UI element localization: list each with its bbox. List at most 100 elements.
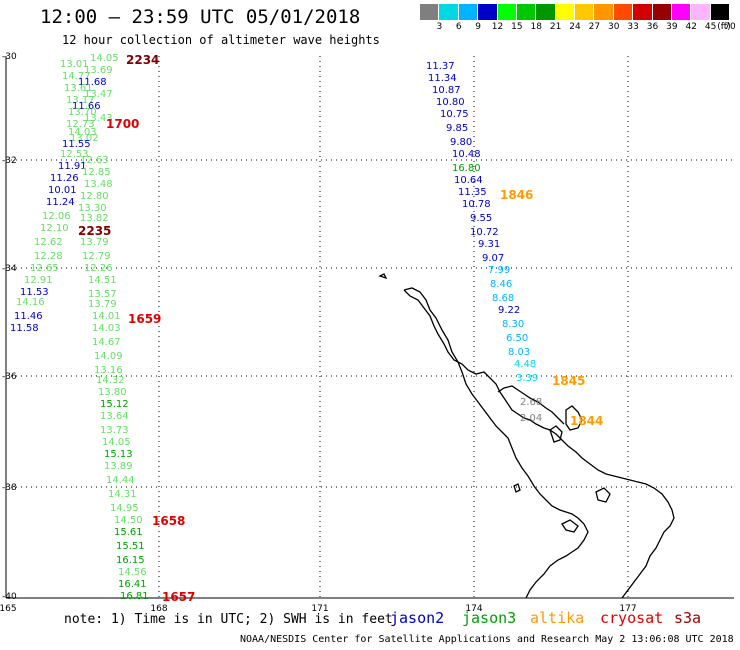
wave-height-value: 11.58 xyxy=(10,323,39,334)
wave-height-value: 14.31 xyxy=(108,489,137,500)
lon-tick-label: 165 xyxy=(0,604,17,614)
legend-swatch xyxy=(439,4,459,20)
pass-time-label: 1845 xyxy=(552,374,586,388)
wave-height-value: 13.79 xyxy=(88,299,117,310)
legend-swatch xyxy=(497,4,517,20)
satellite-label-jason3: jason3 xyxy=(462,609,517,627)
wave-height-value: 9.85 xyxy=(446,123,469,134)
legend-label: 3 xyxy=(436,22,443,32)
legend-swatch xyxy=(478,4,498,20)
wave-height-value: 11.68 xyxy=(78,77,107,88)
wave-height-value: 13.89 xyxy=(104,461,133,472)
wave-height-value: 12.65 xyxy=(30,263,59,274)
wave-height-value: 14.05 xyxy=(90,53,119,64)
wave-height-value: 13.70 xyxy=(68,107,97,118)
legend-label: 39 xyxy=(666,22,678,32)
legend-label: 9 xyxy=(475,22,481,32)
wave-height-value: 10.75 xyxy=(440,109,469,120)
pass-time-label: 1844 xyxy=(570,414,604,428)
footer-note: note: 1) Time is in UTC; 2) SWH is in fe… xyxy=(64,612,393,627)
wave-height-value: 12.73 xyxy=(66,119,95,130)
lon-tick-label: 177 xyxy=(619,604,637,614)
wave-height-value: 11.66 xyxy=(72,101,101,112)
wave-height-value: 16.15 xyxy=(116,555,145,566)
wave-height-value: 16.81 xyxy=(120,591,149,602)
map-subtitle: 12 hour collection of altimeter wave hei… xyxy=(62,33,380,47)
pass-time-label: 2235 xyxy=(78,224,112,238)
legend-swatch xyxy=(613,4,634,20)
wave-height-value: 13.61 xyxy=(64,83,93,94)
wave-height-value: 11.91 xyxy=(58,161,87,172)
wave-height-value: 11.26 xyxy=(50,173,79,184)
wave-height-value: 11.35 xyxy=(458,187,487,198)
lat-tick-label: -30 xyxy=(2,52,17,62)
wave-height-value: 14.03 xyxy=(92,323,121,334)
wave-height-value: 8.03 xyxy=(508,347,531,358)
legend-label: 15 xyxy=(511,22,523,32)
lat-tick-label: -34 xyxy=(2,264,17,274)
wave-height-value: 4.48 xyxy=(514,359,537,370)
wave-height-value: 6.50 xyxy=(506,333,529,344)
legend-label: 36 xyxy=(646,22,659,32)
pass-time-label: 1846 xyxy=(500,188,534,202)
wave-height-value: 14.32 xyxy=(96,375,125,386)
lat-tick-label: -40 xyxy=(2,592,17,602)
legend-label: 45 xyxy=(704,22,717,32)
satellite-label-jason2: jason2 xyxy=(390,609,445,627)
legend-swatch xyxy=(652,4,672,20)
footer-credit: NOAA/NESDIS Center for Satellite Applica… xyxy=(240,634,734,645)
wave-height-value: 13.69 xyxy=(84,65,113,76)
wave-height-value: 11.37 xyxy=(426,61,455,72)
wave-height-value: 12.28 xyxy=(34,251,63,262)
plot-frame xyxy=(5,56,734,599)
wave-height-value: 3.39 xyxy=(516,373,539,384)
legend-swatch xyxy=(633,4,653,20)
wave-height-value: 8.30 xyxy=(502,319,525,330)
wave-height-value: 13.16 xyxy=(94,365,123,376)
wave-height-value: 12.53 xyxy=(60,149,89,160)
legend-unit: (ft) xyxy=(717,22,731,32)
wave-height-value: 10.64 xyxy=(454,175,483,186)
wave-height-value: 11.55 xyxy=(62,139,91,150)
wave-height-value: 12.85 xyxy=(82,167,111,178)
wave-height-value: 13.79 xyxy=(80,237,109,248)
wave-height-value: 14.95 xyxy=(110,503,139,514)
legend-swatch xyxy=(710,4,730,20)
pass-time-label: 2234 xyxy=(126,53,160,67)
graticule xyxy=(6,56,734,598)
wave-height-value: 12.91 xyxy=(24,275,53,286)
wave-height-value: 12.80 xyxy=(80,191,109,202)
legend-label: 12 xyxy=(491,22,504,32)
lat-tick-label: -36 xyxy=(2,372,17,382)
wave-height-value: 10.48 xyxy=(452,149,481,160)
legend-swatch xyxy=(536,4,556,20)
legend-swatch xyxy=(555,4,575,20)
wave-height-value: 13.30 xyxy=(78,203,107,214)
wave-height-value: 13.17 xyxy=(66,95,95,106)
legend-swatch xyxy=(420,4,440,20)
wave-height-value: 12.63 xyxy=(80,155,109,166)
satellite-label-altika: altika xyxy=(530,609,585,627)
wave-height-value: 7.99 xyxy=(488,265,511,276)
legend-label: 30 xyxy=(608,22,620,32)
wave-height-value: 13.82 xyxy=(80,213,109,224)
wave-height-value: 12.79 xyxy=(82,251,111,262)
wave-height-value: 9.80 xyxy=(450,137,473,148)
wave-height-value: 11.24 xyxy=(46,197,75,208)
wave-height-value: 10.87 xyxy=(432,85,461,96)
wave-height-value: 10.78 xyxy=(462,199,491,210)
wave-height-value: 12.10 xyxy=(40,223,69,234)
wave-height-value: 14.77 xyxy=(62,71,91,82)
lat-tick-label: -38 xyxy=(2,483,17,493)
wave-height-value: 16.41 xyxy=(118,579,147,590)
wave-height-value: 13.48 xyxy=(84,179,113,190)
legend-label: 21 xyxy=(549,22,562,32)
wave-height-value: 10.80 xyxy=(436,97,465,108)
wave-height-value: 14.09 xyxy=(94,351,123,362)
legend-swatch xyxy=(575,4,595,20)
wave-height-value: 9.22 xyxy=(498,305,521,316)
wave-height-value: 13.01 xyxy=(60,59,89,70)
wave-height-value: 8.46 xyxy=(490,279,513,290)
wave-height-value: 13.43 xyxy=(84,113,113,124)
